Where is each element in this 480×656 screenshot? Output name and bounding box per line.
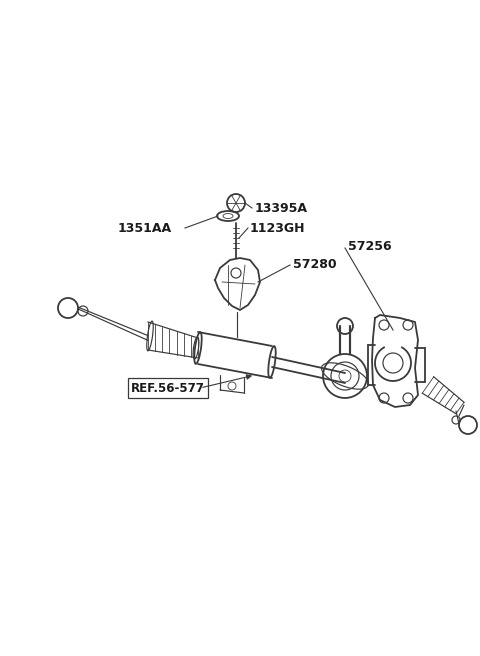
Text: 57256: 57256 [348, 239, 392, 253]
Text: 57280: 57280 [293, 258, 336, 272]
Text: REF.56-577: REF.56-577 [131, 382, 205, 394]
Text: 1351AA: 1351AA [118, 222, 172, 234]
Text: 1123GH: 1123GH [250, 222, 305, 234]
Text: 13395A: 13395A [255, 201, 308, 215]
